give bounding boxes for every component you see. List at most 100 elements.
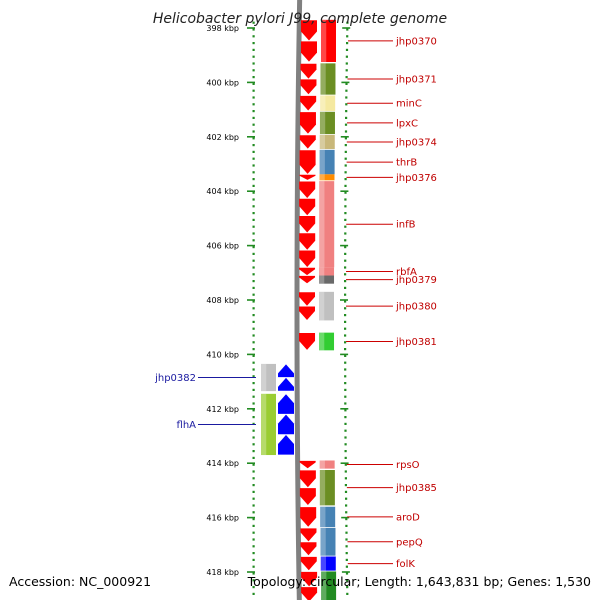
tick-dot xyxy=(344,191,347,194)
tick-dot xyxy=(344,348,347,351)
tick-dot xyxy=(252,89,255,92)
tick-dot xyxy=(344,443,347,446)
tick-dot xyxy=(344,314,347,317)
tick-dot xyxy=(344,395,347,398)
tick-dot xyxy=(345,62,348,65)
gene-arrow-segment xyxy=(278,414,294,435)
gene-label: lpxC xyxy=(396,118,418,129)
tick-dot xyxy=(252,450,255,453)
gene-arrow-segment xyxy=(300,20,317,41)
tick-dot xyxy=(345,518,348,521)
tick-dot xyxy=(345,558,348,561)
gene-minC xyxy=(300,95,336,111)
cog-bar-highlight xyxy=(319,267,325,276)
tick-dot xyxy=(345,524,348,527)
tick-dot xyxy=(252,55,255,58)
tick-dot xyxy=(345,504,348,507)
tick-dot xyxy=(252,320,255,323)
cog-bar-highlight xyxy=(319,134,326,150)
cog-bar-highlight xyxy=(321,571,327,600)
gene-arrow-segment xyxy=(299,135,316,149)
cog-bar-highlight xyxy=(319,174,325,181)
cog-bar-highlight xyxy=(319,149,325,175)
cog-bar-highlight xyxy=(319,181,325,268)
gene-arrow-segment xyxy=(278,364,294,378)
tick-dot xyxy=(252,592,255,595)
axis-tick-label: 400 kbp xyxy=(206,78,239,87)
cog-color-bar xyxy=(319,332,335,351)
tick-dot xyxy=(345,110,348,113)
tick-dot xyxy=(344,334,347,337)
tick-dot xyxy=(344,354,347,357)
cog-bar-highlight xyxy=(320,95,326,111)
gene-arrow-segment xyxy=(299,150,316,174)
gene-arrow-segment xyxy=(299,292,316,306)
cog-bar-highlight xyxy=(319,111,326,135)
tick-dot xyxy=(252,586,255,589)
tick-dot xyxy=(252,456,255,459)
tick-dot xyxy=(252,558,255,561)
gene-arrow-segment xyxy=(278,377,294,391)
cog-bar-highlight xyxy=(319,460,325,469)
tick-dot xyxy=(252,157,255,160)
tick-dot xyxy=(252,218,255,221)
tick-dot xyxy=(346,21,349,24)
tick-dot xyxy=(252,171,255,174)
gene-label: jhp0370 xyxy=(395,36,437,47)
gene-jhp0374 xyxy=(299,134,335,150)
cog-color-bar xyxy=(320,95,336,111)
tick-dot xyxy=(252,382,255,385)
kbp-axis-labels: 398 kbp 400 kbp 402 kbp 404 kbp 406 kbp 408 k… xyxy=(206,24,239,577)
cog-color-bar xyxy=(319,470,335,506)
gene-arrow-segment xyxy=(299,267,316,276)
tick-dot xyxy=(345,531,348,534)
gene-arrow-segment xyxy=(299,460,316,469)
tick-dot xyxy=(252,273,255,276)
cog-color-bar xyxy=(321,571,337,600)
gene-jhp0381 xyxy=(299,332,335,351)
tick-dot xyxy=(344,150,347,153)
tick-dot xyxy=(252,232,255,235)
dna-backbone-line xyxy=(294,0,303,600)
cog-color-bar xyxy=(319,111,335,135)
tick-dot xyxy=(345,565,348,568)
tick-dot xyxy=(345,552,348,555)
gene-arrow-segment xyxy=(300,507,317,527)
tick-dot xyxy=(252,280,255,283)
axis-tick-label: 406 kbp xyxy=(206,242,239,251)
tick-dot xyxy=(252,552,255,555)
tick-dot xyxy=(252,504,255,507)
tick-dot xyxy=(252,35,255,38)
tick-dot xyxy=(344,436,347,439)
tick-dot xyxy=(252,110,255,113)
gene-features xyxy=(261,19,337,600)
tick-dot xyxy=(345,116,348,119)
tick-dot xyxy=(252,205,255,208)
tick-dot xyxy=(344,212,347,215)
tick-dot xyxy=(252,484,255,487)
tick-dot xyxy=(346,592,349,595)
cog-color-bar xyxy=(320,556,336,571)
gene-arrow-segment xyxy=(300,542,317,556)
gene-arrow-segment xyxy=(300,95,317,111)
tick-dot xyxy=(252,259,255,262)
cog-color-bar xyxy=(319,291,335,321)
tick-dot xyxy=(252,48,255,51)
cog-color-bar xyxy=(319,275,335,284)
tick-dot xyxy=(252,579,255,582)
tick-dot xyxy=(344,490,348,493)
axis-tick-label: 410 kbp xyxy=(206,350,239,359)
tick-dot xyxy=(344,184,347,187)
tick-dot xyxy=(344,300,347,303)
tick-dot xyxy=(252,409,255,412)
tick-dot xyxy=(252,137,255,140)
tick-dot xyxy=(252,511,255,514)
tick-dot xyxy=(344,293,347,296)
tick-dot xyxy=(344,130,348,133)
tick-dot xyxy=(344,178,347,181)
tick-dot xyxy=(345,511,348,514)
tick-dot xyxy=(252,375,255,378)
tick-dot xyxy=(252,361,255,364)
gene-label: infB xyxy=(396,220,416,231)
gene-arrow-segment xyxy=(300,556,317,571)
